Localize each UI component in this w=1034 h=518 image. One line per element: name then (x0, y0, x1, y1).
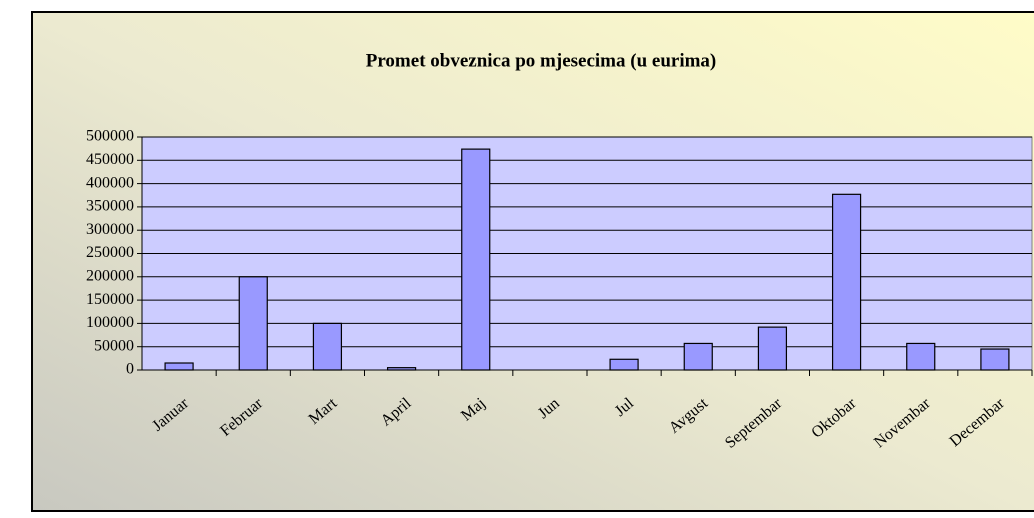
y-tick-label: 500000 (86, 128, 134, 145)
y-tick-label: 100000 (86, 314, 134, 331)
bar (461, 148, 491, 371)
y-tick-label: 350000 (86, 198, 134, 215)
y-tick-label: 300000 (86, 221, 134, 238)
bar (609, 358, 639, 371)
bar (757, 326, 788, 371)
bar (164, 362, 194, 371)
y-tick-label: 450000 (86, 151, 134, 168)
bar (238, 276, 268, 371)
y-tick-label: 200000 (86, 267, 134, 284)
bar (683, 342, 713, 371)
bar (312, 322, 343, 371)
y-tick-label: 0 (126, 361, 134, 378)
y-tick-label: 50000 (94, 337, 134, 354)
bar (906, 342, 936, 371)
chart-title: Promet obveznica po mjesecima (u eurima) (366, 50, 717, 71)
bar (980, 348, 1010, 371)
y-tick-label: 250000 (86, 244, 134, 261)
bar (831, 193, 862, 371)
bar (386, 367, 417, 371)
y-tick-label: 150000 (86, 291, 134, 308)
y-tick-label: 400000 (86, 174, 134, 191)
